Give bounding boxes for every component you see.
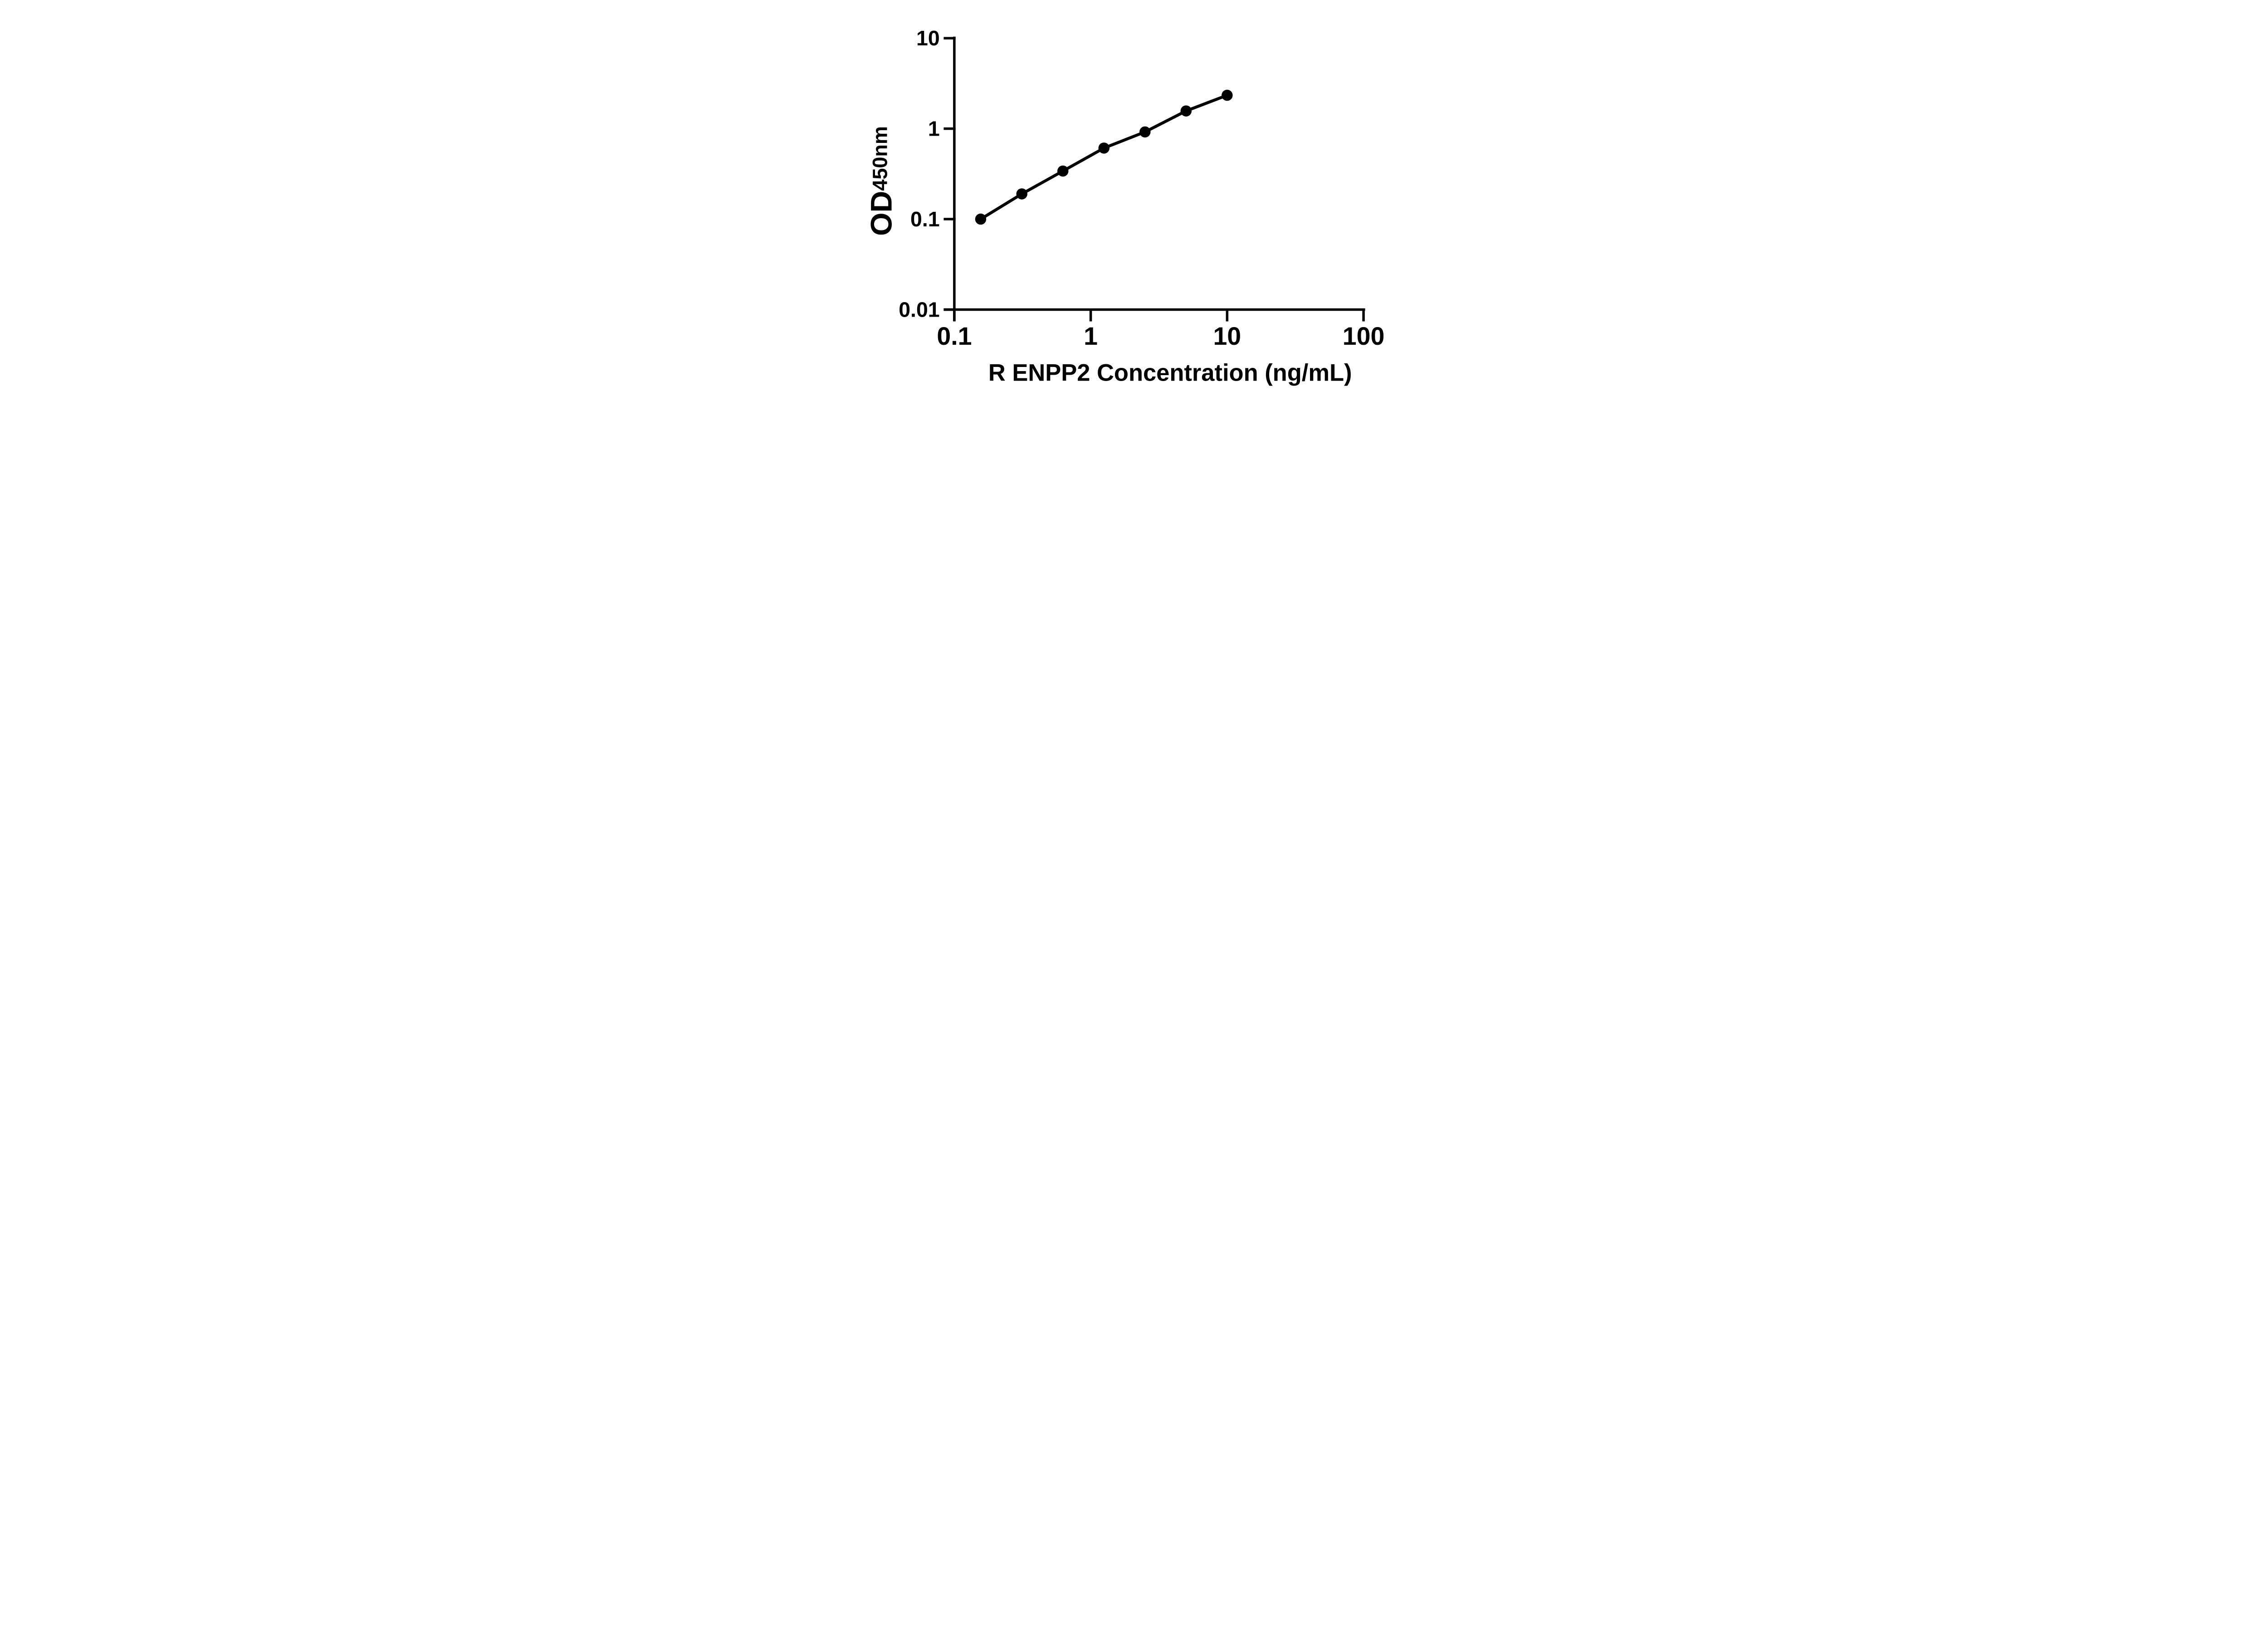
elisa-standard-curve-figure: 10 1 0.1 0.01 0.1 1 10 100 R ENPP2 Concentrati… (842, 0, 1426, 408)
data-point-marker (975, 213, 986, 225)
x-axis-title: R ENPP2 Concentration (ng/mL) (988, 360, 1352, 386)
y-axis-title-main: OD (865, 191, 898, 236)
y-axis-tick-labels: 10 1 0.1 0.01 (899, 26, 939, 321)
x-tick-label: 100 (1342, 322, 1384, 350)
y-tick-label: 10 (916, 26, 939, 50)
x-tick-label: 1 (1084, 322, 1098, 350)
x-tick-label: 0.1 (937, 322, 972, 350)
y-axis-title: OD450nm (865, 126, 898, 236)
data-point-marker (1098, 142, 1110, 154)
data-point-marker (1139, 126, 1151, 138)
data-point-marker (1057, 165, 1068, 177)
data-point-marker (1180, 105, 1192, 117)
data-point-marker (1016, 188, 1027, 200)
data-point-marker (1221, 89, 1233, 101)
y-tick-label: 1 (928, 117, 939, 141)
x-axis-tick-labels: 0.1 1 10 100 (937, 322, 1384, 350)
x-tick-label: 10 (1213, 322, 1241, 350)
data-points (975, 89, 1233, 225)
x-axis-ticks (953, 309, 1365, 322)
y-tick-label: 0.01 (899, 298, 939, 321)
y-axis-title-sub: 450nm (868, 126, 891, 191)
y-tick-label: 0.1 (910, 207, 940, 231)
